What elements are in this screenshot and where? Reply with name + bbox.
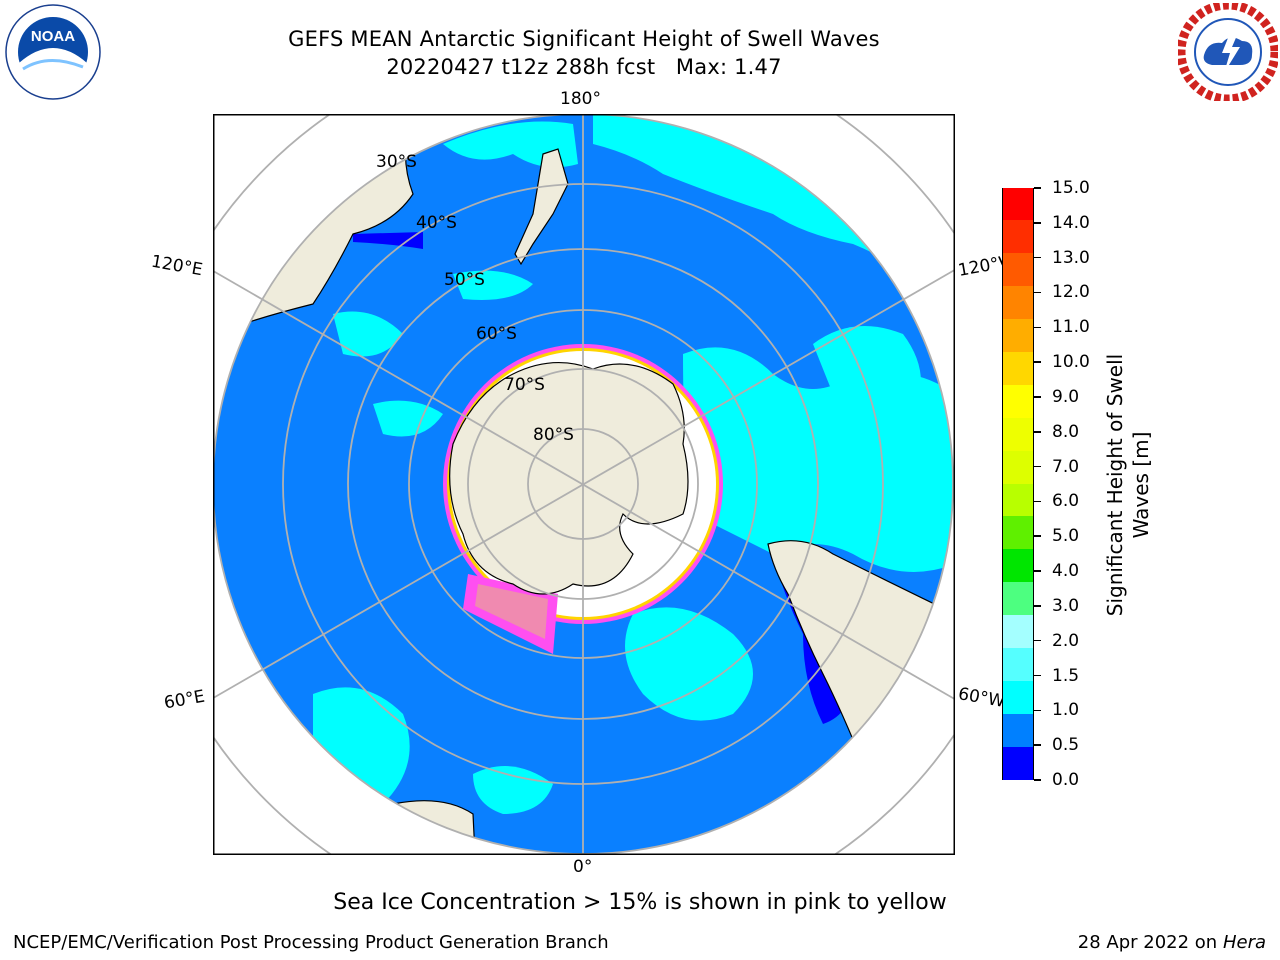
colorbar-segment (1003, 384, 1033, 419)
colorbar-tick-mark (1034, 605, 1041, 607)
credit-left: NCEP/EMC/Verification Post Processing Pr… (13, 932, 609, 953)
colorbar-tick-label: 13.0 (1052, 247, 1090, 268)
chart-title: GEFS MEAN Antarctic Significant Height o… (288, 27, 880, 51)
colorbar-tick-label: 3.0 (1052, 595, 1080, 616)
lat-label-40s: 40°S (416, 213, 457, 233)
colorbar-tick-label: 7.0 (1052, 456, 1080, 477)
lon-label-60w: 60°W (956, 684, 1007, 712)
colorbar-title: Significant Height of Swell Waves [m] (1102, 325, 1154, 645)
colorbar-tick-mark (1034, 396, 1041, 398)
colorbar-segment (1003, 286, 1033, 320)
colorbar-segment (1003, 483, 1033, 517)
colorbar-segment (1003, 680, 1033, 715)
colorbar-tick-mark (1034, 709, 1041, 712)
colorbar-tick-mark (1034, 326, 1041, 329)
colorbar-segment (1003, 220, 1033, 254)
colorbar-tick-mark (1034, 187, 1041, 189)
noaa-logo: NOAA (5, 4, 101, 100)
colorbar-tick-label: 12.0 (1052, 282, 1090, 303)
colorbar-tick-label: 0.0 (1052, 770, 1080, 790)
lat-label-60s: 60°S (476, 324, 517, 344)
colorbar-title-line2: Waves [m] (1129, 431, 1153, 539)
credit-right: 28 Apr 2022 on Hera (1078, 932, 1266, 953)
colorbar-tick-mark (1034, 639, 1041, 642)
colorbar-tick-label: 6.0 (1052, 491, 1080, 512)
colorbar-tick-mark (1034, 431, 1041, 433)
colorbar-tick-mark (1034, 291, 1041, 294)
colorbar-tick-label: 10.0 (1052, 352, 1090, 373)
colorbar-tick-mark (1034, 256, 1041, 259)
lat-label-70s: 70°S (504, 375, 545, 395)
map-frame (213, 114, 955, 855)
colorbar-tick-label: 8.0 (1052, 421, 1080, 442)
colorbar-segment (1003, 549, 1033, 583)
lat-label-30s: 30°S (376, 152, 417, 172)
colorbar-tick-mark (1034, 500, 1041, 503)
colorbar-segment (1003, 450, 1033, 484)
lon-label-180: 180° (560, 89, 601, 109)
colorbar-tick-mark (1034, 222, 1041, 224)
colorbar-segment (1003, 647, 1033, 682)
colorbar-tick-label: 11.0 (1052, 317, 1090, 338)
antarctica-land (449, 362, 689, 595)
lon-label-0: 0° (573, 857, 593, 877)
colorbar-segment (1003, 746, 1033, 780)
colorbar-tick-mark (1034, 570, 1041, 572)
colorbar-segment (1003, 253, 1033, 287)
colorbar-tick-label: 9.0 (1052, 386, 1080, 407)
colorbar (1002, 187, 1034, 780)
chart-subtitle: 20220427 t12z 288h fcst Max: 1.47 (386, 55, 782, 79)
noaa-logo-text: NOAA (31, 28, 75, 45)
colorbar-tick-label: 0.5 (1052, 735, 1080, 756)
colorbar-tick-mark (1034, 744, 1041, 746)
new-zealand-land (514, 148, 569, 266)
colorbar-tick-label: 1.5 (1052, 665, 1080, 686)
colorbar-tick-label: 1.0 (1052, 700, 1080, 721)
colorbar-segment (1003, 615, 1033, 649)
colorbar-tick-label: 2.0 (1052, 630, 1080, 651)
lat-label-80s: 80°S (533, 425, 574, 445)
lon-label-120e: 120°E (149, 251, 205, 281)
lat-label-50s: 50°S (444, 270, 485, 290)
colorbar-tick-mark (1034, 535, 1041, 537)
colorbar-tick-mark (1034, 674, 1041, 677)
credit-date: 28 Apr 2022 on (1077, 932, 1223, 953)
colorbar-tick-label: 4.0 (1052, 561, 1080, 582)
colorbar-segment (1003, 319, 1033, 353)
colorbar-tick-label: 5.0 (1052, 526, 1080, 547)
swell-patches (313, 114, 953, 814)
nws-logo (1178, 3, 1278, 101)
colorbar-segment (1003, 582, 1033, 616)
colorbar-tick-mark (1034, 465, 1041, 468)
graticule (213, 114, 955, 855)
polar-map (213, 114, 955, 855)
lon-label-60e: 60°E (162, 686, 207, 714)
colorbar-segment (1003, 713, 1033, 748)
sea-ice-note: Sea Ice Concentration > 15% is shown in … (333, 890, 947, 915)
colorbar-tick-label: 15.0 (1052, 178, 1090, 198)
colorbar-tick-label: 14.0 (1052, 212, 1090, 233)
colorbar-segment (1003, 351, 1033, 386)
colorbar-segment (1003, 417, 1033, 452)
colorbar-tick-mark (1034, 779, 1041, 781)
colorbar-title-line1: Significant Height of Swell (1103, 353, 1127, 617)
credit-host: Hera (1222, 932, 1266, 953)
colorbar-segment (1003, 516, 1033, 550)
colorbar-segment (1003, 187, 1033, 221)
colorbar-tick-mark (1034, 361, 1041, 363)
